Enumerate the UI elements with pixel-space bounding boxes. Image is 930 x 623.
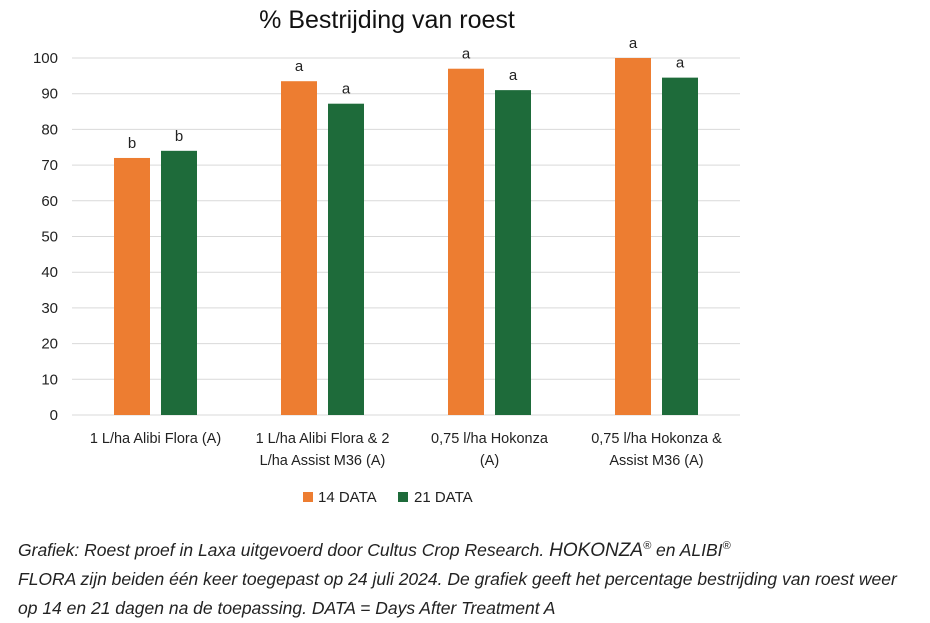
caption-registered-mark-1: ® <box>643 540 652 552</box>
x-category-label: 0,75 l/ha Hokonza & <box>591 431 722 447</box>
bars <box>114 58 698 416</box>
x-category-label: L/ha Assist M36 (A) <box>260 453 386 469</box>
x-category-label: Assist M36 (A) <box>609 453 703 469</box>
significance-letter: a <box>676 55 685 72</box>
legend-swatch-21-data <box>398 492 408 502</box>
caption-part2: FLORA zijn beiden één keer toegepast op … <box>18 568 897 618</box>
y-axis-ticks: 0 10 20 30 40 50 60 70 80 90 100 <box>33 50 58 424</box>
x-category-label: 1 L/ha Alibi Flora (A) <box>90 431 221 447</box>
significance-letter: a <box>342 81 351 98</box>
bar-chart: % Bestrijding van roest 0 10 20 30 40 50 60 70 8… <box>33 6 740 506</box>
x-axis-categories: 1 L/ha Alibi Flora (A) 1 L/ha Alibi Flora… <box>90 431 722 469</box>
caption-brand-hokonza: HOKONZA <box>549 539 644 561</box>
bar-21-data <box>328 103 364 416</box>
y-tick-label: 90 <box>41 86 58 103</box>
y-tick-label: 30 <box>41 300 58 317</box>
legend-swatch-14-data <box>303 492 313 502</box>
x-category-label: 1 L/ha Alibi Flora & 2 <box>256 431 390 447</box>
significance-labels: b b a a a a a a <box>128 35 685 152</box>
legend-label-14-data: 14 DATA <box>318 489 377 506</box>
caption-registered-mark-2: ® <box>722 540 731 552</box>
significance-letter: a <box>295 58 304 75</box>
bar-21-data <box>161 150 197 415</box>
x-category-label: 0,75 l/ha Hokonza <box>431 431 549 447</box>
legend-label-21-data: 21 DATA <box>414 489 473 506</box>
y-tick-label: 10 <box>41 371 58 388</box>
y-tick-label: 70 <box>41 157 58 174</box>
significance-letter: a <box>629 35 638 52</box>
bar-14-data <box>448 68 484 416</box>
legend: 14 DATA 21 DATA <box>303 489 473 506</box>
y-tick-label: 40 <box>41 264 58 281</box>
bar-21-data <box>495 90 531 415</box>
bar-21-data <box>662 77 698 415</box>
bar-14-data <box>281 81 317 415</box>
chart-title: % Bestrijding van roest <box>259 6 515 34</box>
significance-letter: a <box>462 46 471 63</box>
significance-letter: b <box>175 128 183 145</box>
chart-caption: Grafiek: Roest proef in Laxa uitgevoerd … <box>18 532 918 623</box>
y-tick-label: 100 <box>33 50 58 67</box>
y-tick-label: 20 <box>41 336 58 353</box>
caption-mid: en <box>651 539 680 560</box>
significance-letter: b <box>128 135 136 152</box>
significance-letter: a <box>509 67 518 84</box>
y-tick-label: 0 <box>50 407 58 424</box>
bar-14-data <box>615 58 651 415</box>
y-tick-label: 60 <box>41 193 58 210</box>
x-category-label: (A) <box>480 453 499 469</box>
y-tick-label: 50 <box>41 229 58 246</box>
bar-14-data <box>114 157 150 415</box>
caption-brand-alibi: ALIBI <box>679 539 723 560</box>
y-tick-label: 80 <box>41 121 58 138</box>
caption-part1: Grafiek: Roest proef in Laxa uitgevoerd … <box>18 539 550 560</box>
